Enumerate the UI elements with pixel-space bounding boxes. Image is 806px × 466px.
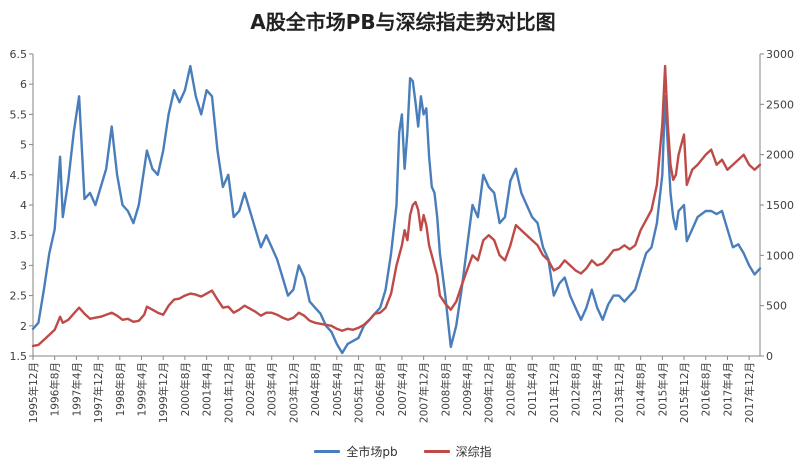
- x-tick-label: 1999年4月: [136, 362, 149, 416]
- x-tick-label: 2007年4月: [396, 362, 409, 416]
- x-tick-label: 1998年8月: [114, 362, 127, 416]
- x-tick-label: 2005年4月: [331, 362, 344, 416]
- y-right-tick-label: 2500: [766, 98, 794, 111]
- legend-label-pb: 全市场pb: [346, 445, 398, 459]
- x-tick-label: 1997年12月: [92, 362, 105, 423]
- series-line-pb: [31, 64, 762, 355]
- x-tick-label: 2013年12月: [613, 362, 626, 423]
- y-left-tick-label: 2: [20, 320, 27, 333]
- chart-title: A股全市场PB与深综指走势对比图: [250, 10, 556, 34]
- y-left-tick-label: 3.5: [10, 229, 28, 242]
- legend-label-szzs: 深综指: [455, 445, 492, 459]
- x-tick-label: 2003年4月: [266, 362, 279, 416]
- x-tick-label: 2013年4月: [591, 362, 604, 416]
- legend-item-pb[interactable]: 全市场pb: [314, 443, 398, 460]
- series-layer: [31, 64, 762, 355]
- x-tick-label: 2001年4月: [201, 362, 214, 416]
- series-line-szzs: [31, 64, 762, 348]
- y-right-tick-label: 500: [766, 300, 787, 313]
- y-right-tick-label: 1500: [766, 199, 794, 212]
- x-tick-label: 2009年12月: [483, 362, 496, 423]
- x-tick-label: 2002年8月: [244, 362, 257, 416]
- x-tick-label: 2004年8月: [309, 362, 322, 416]
- x-tick-label: 2015年12月: [678, 362, 691, 423]
- x-tick-label: 1995年12月: [27, 362, 40, 423]
- x-tick-label: 2005年12月: [353, 362, 366, 423]
- y-right-tick-label: 1000: [766, 249, 794, 262]
- y-left-tick-label: 3: [20, 259, 27, 272]
- y-right-tick-label: 3000: [766, 48, 794, 61]
- y-left-tick-label: 2.5: [10, 290, 28, 303]
- legend-swatch-pb: [314, 450, 341, 453]
- y-left-tick-label: 6: [20, 78, 27, 91]
- x-tick-label: 2011年4月: [526, 362, 539, 416]
- y-left-tick-label: 4: [20, 199, 27, 212]
- y-left-tick-label: 5: [20, 139, 27, 152]
- axes: 1.5 2 2.5 3 3.5 4 4.5 5 5.5 6 6.5 0 500 1000 1500 2000 2…: [10, 48, 795, 423]
- x-tick-label: 2011年12月: [548, 362, 561, 423]
- x-tick-label: 2015年4月: [656, 362, 669, 416]
- x-tick-label: 2017年4月: [721, 362, 734, 416]
- x-tick-label: 2000年8月: [179, 362, 192, 416]
- y-left-tick-label: 5.5: [10, 108, 28, 121]
- x-tick-label: 2009年4月: [461, 362, 474, 416]
- x-tick-label: 2006年8月: [374, 362, 387, 416]
- x-tick-label: 1996年8月: [49, 362, 62, 416]
- x-tick-label: 2008年8月: [439, 362, 452, 416]
- x-tick-label: 2007年12月: [418, 362, 431, 423]
- x-tick-label: 2003年12月: [287, 362, 300, 423]
- y-left-tick-label: 6.5: [10, 48, 28, 61]
- x-tick-label: 2012年8月: [570, 362, 583, 416]
- x-tick-label: 1997年4月: [70, 362, 83, 416]
- y-right-tick-label: 2000: [766, 149, 794, 162]
- x-tick-label: 2017年12月: [743, 362, 756, 423]
- legend: 全市场pb 深综指: [0, 443, 806, 460]
- x-tick-label: 2001年12月: [222, 362, 235, 423]
- x-tick-label: 2014年8月: [635, 362, 648, 416]
- legend-swatch-szzs: [423, 450, 450, 453]
- y-left-tick-label: 4.5: [10, 169, 28, 182]
- legend-item-szzs[interactable]: 深综指: [423, 443, 492, 460]
- x-tick-label: 2016年8月: [700, 362, 713, 416]
- y-right-tick-label: 0: [766, 350, 773, 363]
- x-tick-label: 1999年12月: [157, 362, 170, 423]
- x-tick-label: 2010年8月: [504, 362, 517, 416]
- y-left-tick-label: 1.5: [10, 350, 28, 363]
